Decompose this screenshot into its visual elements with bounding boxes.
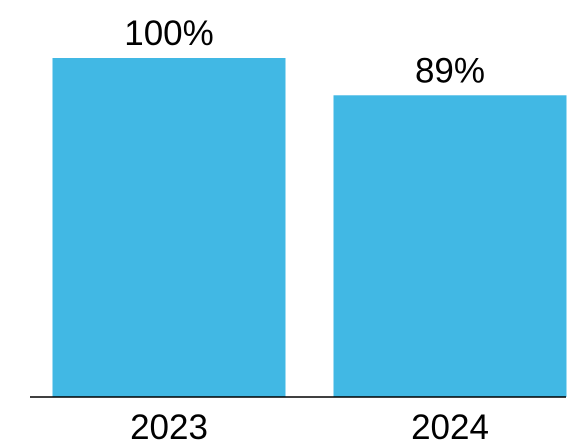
bar-2024 bbox=[333, 95, 567, 397]
bar-2023 bbox=[52, 58, 286, 397]
x-tick-labels-group: 2023 2024 bbox=[130, 408, 489, 442]
bars-group bbox=[52, 58, 567, 397]
data-labels-group: 100% 89% bbox=[124, 14, 485, 90]
x-tick-label-2023: 2023 bbox=[130, 408, 208, 442]
data-label-2024: 89% bbox=[415, 51, 485, 90]
x-tick-label-2024: 2024 bbox=[411, 408, 489, 442]
data-label-2023: 100% bbox=[124, 14, 214, 53]
